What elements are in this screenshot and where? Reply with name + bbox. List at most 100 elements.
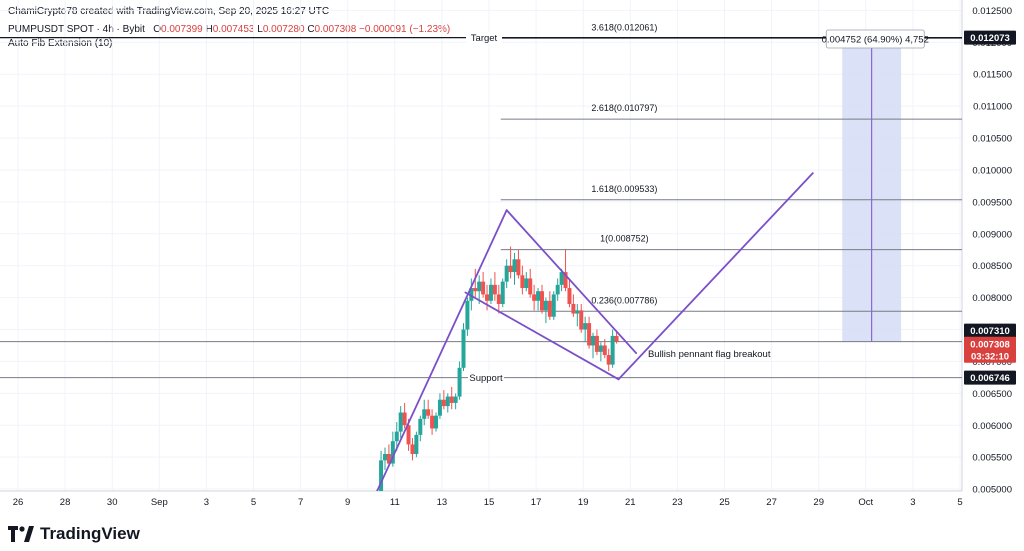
candle-body (394, 431, 399, 442)
candle-body (504, 265, 509, 282)
fib-level-label: 1(0.008752) (600, 234, 649, 244)
candle-up (610, 329, 615, 368)
candle-up (598, 342, 603, 362)
candle-down (532, 284, 537, 311)
candle-body (508, 265, 513, 273)
candle-body (473, 288, 478, 292)
price-tag-bg (964, 348, 1016, 363)
fib-level-label: 0.236(0.007786) (591, 295, 657, 305)
candle-body (500, 281, 505, 304)
candle-body (536, 291, 541, 301)
candle-down (386, 444, 391, 467)
candle-up (375, 489, 379, 508)
x-tick-label: 13 (437, 497, 448, 508)
candle-body (386, 453, 391, 464)
x-tick-label: 26 (13, 497, 24, 508)
candle-up (504, 259, 509, 289)
candle-down (508, 246, 513, 279)
candle-body (485, 294, 490, 301)
indicator-label[interactable]: Auto Fib Extension (10) (8, 38, 113, 49)
candle-down (520, 265, 525, 295)
candle-down (492, 272, 497, 301)
candle-body (457, 367, 462, 397)
support-label: Support (469, 373, 503, 384)
candle-up (414, 431, 419, 458)
high-label: H (205, 24, 213, 35)
candle-body (406, 425, 411, 445)
candle-up (512, 252, 517, 285)
y-tick-label: 0.008500 (972, 261, 1012, 272)
price-tag-label: 03:32:10 (971, 351, 1009, 362)
projection-label-box (825, 29, 925, 49)
candle-up (488, 278, 493, 304)
candle-down (528, 268, 533, 298)
candle-body (410, 444, 415, 454)
candle-up (434, 412, 439, 432)
price-tag-label: 0.007308 (970, 339, 1010, 350)
candle-body (375, 492, 379, 508)
fib-level-label: 2.618(0.010797) (591, 103, 657, 113)
fib-level-label: 1.618(0.009533) (591, 184, 657, 194)
open-value: 0.007399 (161, 24, 203, 35)
candle-up (543, 297, 548, 324)
candle-body (437, 399, 442, 416)
x-tick-label: 27 (766, 497, 777, 508)
close-value: 0.007308 (314, 24, 357, 35)
x-tick-label: 19 (578, 497, 589, 508)
price-tag-bg (964, 370, 1016, 385)
candle-up (551, 291, 556, 320)
x-tick-label: 5 (957, 497, 962, 508)
candle-body (606, 355, 611, 365)
candle-up (418, 415, 423, 442)
x-tick-label: 15 (484, 497, 495, 508)
pattern-breakout-line (617, 172, 814, 381)
candle-up (457, 361, 462, 400)
candle-body (398, 412, 403, 432)
candle-up (390, 431, 395, 467)
candle-body (390, 441, 395, 464)
candle-body (567, 288, 572, 304)
support-label-group: Support (468, 371, 504, 384)
y-tick-label: 0.010000 (972, 165, 1012, 176)
candle-body (418, 418, 423, 435)
candle-up (461, 323, 466, 372)
candle-body (382, 453, 387, 461)
candle-body (492, 284, 497, 295)
candle-up (398, 406, 403, 439)
candle-down (539, 284, 544, 314)
y-tick-label: 0.010500 (972, 134, 1012, 145)
candle-up (382, 447, 387, 470)
low-value: 0.007280 (262, 24, 305, 35)
candle-body (579, 310, 584, 330)
x-tick-label: 17 (531, 497, 542, 508)
candle-body (524, 278, 529, 289)
target-label-group: Target (466, 31, 502, 44)
y-tick-label: 0.006500 (972, 389, 1012, 400)
symbol-label: PUMPUSDT SPOT · 4h · Bybit (8, 24, 145, 35)
candle-up (536, 288, 541, 311)
candle-body (532, 294, 537, 301)
fib-level-label: 3.618(0.012061) (591, 22, 657, 32)
symbol-info: PUMPUSDT SPOT · 4h · Bybit O0.007399 H0.… (8, 24, 450, 35)
candle-down (606, 348, 611, 372)
candle-body (583, 323, 588, 330)
candle-body (496, 294, 501, 304)
candle-down (594, 329, 599, 356)
pattern-pole-line (376, 209, 508, 491)
candle-up (422, 399, 427, 426)
close-label: C (307, 24, 315, 35)
candle-body (488, 284, 493, 301)
y-tick-label: 0.012500 (972, 6, 1012, 17)
candle-down (547, 291, 552, 320)
candle-down (481, 272, 486, 298)
x-tick-label: 7 (298, 497, 303, 508)
candle-down (516, 249, 521, 279)
ohlc-values: O0.007399 H0.007453 L0.007280 C0.007308 … (153, 24, 450, 35)
candle-down (441, 390, 446, 410)
candle-body (453, 396, 458, 403)
price-tag-label: 0.007310 (970, 326, 1010, 337)
tradingview-brand[interactable]: TradingView (8, 524, 140, 544)
candle-body (449, 396, 454, 403)
candle-body (512, 259, 517, 273)
